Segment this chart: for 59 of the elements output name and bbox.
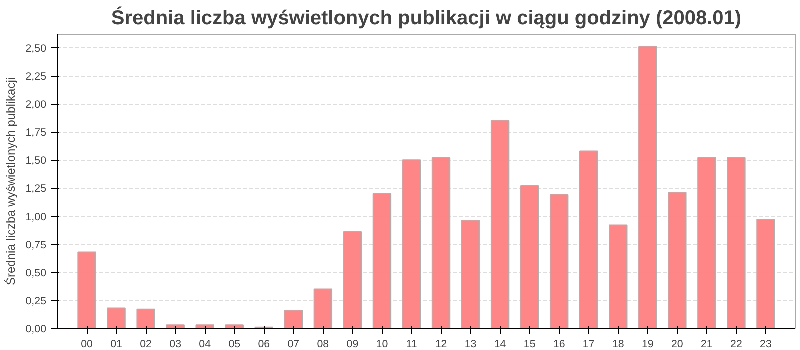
x-tick-label: 15	[524, 338, 536, 350]
bar	[520, 185, 540, 328]
bar	[432, 157, 451, 328]
x-tick-label: 07	[288, 338, 300, 350]
y-tick-label: 0,75	[26, 239, 47, 252]
x-tick-label: 16	[553, 338, 566, 350]
x-tick-label: 06	[258, 338, 270, 350]
bar	[490, 120, 510, 328]
y-tick-label: 1,25	[26, 183, 47, 196]
y-tick-label: 2,50	[26, 42, 47, 55]
x-tick-label: 19	[642, 338, 654, 350]
bar	[461, 220, 480, 328]
bar	[638, 46, 658, 328]
x-tick-label: 02	[140, 338, 152, 350]
y-tick-label: 1,00	[26, 211, 47, 224]
x-tick-label: 22	[730, 338, 742, 350]
bar	[580, 150, 598, 328]
x-tick-label: 04	[199, 338, 212, 350]
y-tick-label: 0,50	[26, 267, 47, 280]
bar	[609, 224, 628, 328]
x-tick-label: 17	[582, 338, 595, 350]
x-tick-label: 13	[464, 338, 477, 350]
x-tick-label: 12	[435, 338, 448, 350]
x-tick-label: 10	[376, 338, 388, 350]
bar	[284, 310, 304, 328]
x-tick-label: 14	[494, 338, 506, 350]
y-tick-label: 1,75	[26, 127, 47, 140]
y-tick-label: 2,25	[26, 71, 47, 84]
bar	[314, 288, 333, 328]
x-tick-label: 11	[406, 338, 418, 350]
bar	[136, 308, 156, 328]
x-tick-label: 21	[701, 338, 713, 350]
y-tick-label: 0,00	[26, 324, 47, 336]
x-tick-label: 23	[760, 338, 772, 350]
chart-title: Średnia liczba wyświetlonych publikacji w ciągu godziny (2008.01)	[111, 6, 742, 30]
bar	[698, 157, 716, 328]
bar	[166, 324, 185, 328]
y-axis-title: Średnia liczba wyświetlonych publikacji	[4, 77, 18, 286]
bar	[196, 324, 214, 328]
x-tick-label: 03	[170, 338, 182, 350]
bar	[668, 192, 687, 328]
x-tick-label: 00	[81, 338, 94, 350]
bar	[756, 219, 776, 328]
bar	[727, 157, 746, 328]
bar	[372, 193, 392, 328]
bar	[402, 160, 422, 328]
x-tick-label: 18	[612, 338, 624, 350]
y-tick-label: 1,50	[26, 155, 47, 168]
x-tick-label: 09	[346, 338, 359, 350]
x-tick-label: 01	[110, 338, 123, 350]
x-tick-label: 08	[317, 338, 330, 350]
y-tick-label: 0,25	[26, 295, 47, 308]
bar	[78, 252, 96, 328]
x-tick-label: 05	[228, 338, 241, 350]
bar	[107, 308, 126, 328]
bar	[343, 231, 362, 328]
y-tick-label: 2,00	[26, 99, 47, 112]
x-tick-label: 20	[671, 338, 684, 350]
bar	[550, 194, 569, 328]
